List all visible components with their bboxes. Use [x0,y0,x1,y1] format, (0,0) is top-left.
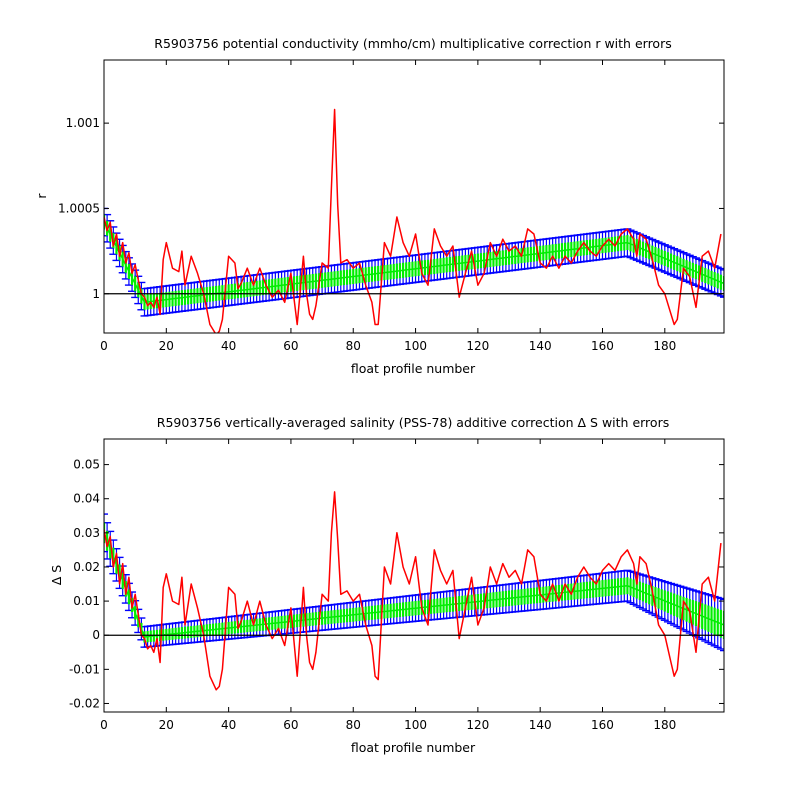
axes-frame [103,59,725,334]
x-tick-label: 20 [159,339,174,353]
y-tick-label: 0.01 [73,594,100,608]
x-tick-label: 120 [466,339,489,353]
x-tick-label: 180 [653,718,676,732]
chart-title: R5903756 vertically-averaged salinity (P… [157,415,669,430]
fit-line [104,532,724,638]
x-tick-label: 160 [591,339,614,353]
x-axis-label: float profile number [351,361,476,376]
y-tick-label: 0.04 [73,492,100,506]
x-tick-label: 80 [346,339,361,353]
x-tick-label: 40 [221,339,236,353]
x-tick-label: 60 [283,718,298,732]
x-tick-label: 180 [653,339,676,353]
x-tick-label: 80 [346,718,361,732]
x-tick-label: 120 [466,718,489,732]
axes-frame [103,438,725,713]
plot-area [104,108,724,333]
x-tick-label: 20 [159,718,174,732]
x-tick-label: 0 [100,718,108,732]
y-tick-label: 0.02 [73,560,100,574]
y-tick-label: -0.02 [69,696,100,710]
salinity-correction-panel: R5903756 vertically-averaged salinity (P… [49,415,725,755]
plot-area [104,491,724,691]
y-tick-label: 1 [92,287,100,301]
chart-title: R5903756 potential conductivity (mmho/cm… [154,36,671,51]
y-tick-label: 0.03 [73,526,100,540]
fit-series [104,522,724,643]
x-tick-label: 40 [221,718,236,732]
x-tick-label: 140 [529,339,552,353]
conductivity-correction-panel: R5903756 potential conductivity (mmho/cm… [34,36,725,376]
y-tick-label: 0 [92,628,100,642]
y-axis-label: r [34,193,49,199]
y-tick-label: 1.0005 [58,201,100,215]
fit-line [104,221,724,304]
x-tick-label: 100 [404,339,427,353]
x-tick-label: 140 [529,718,552,732]
y-tick-label: -0.01 [69,662,100,676]
x-tick-label: 60 [283,339,298,353]
x-tick-label: 0 [100,339,108,353]
y-axis-label: Δ S [49,565,64,586]
y-tick-label: 0.05 [73,458,100,472]
y-tick-label: 1.001 [66,116,100,130]
x-tick-label: 100 [404,718,427,732]
x-axis-label: float profile number [351,740,476,755]
x-tick-label: 160 [591,718,614,732]
